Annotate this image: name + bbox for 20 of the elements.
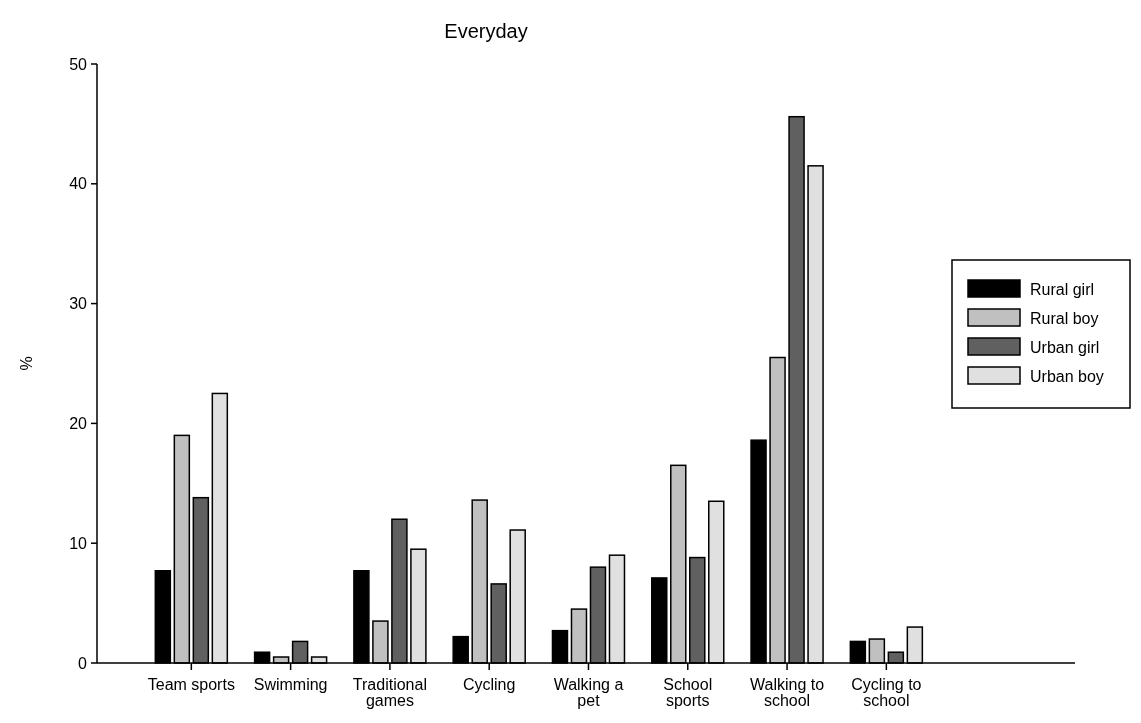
x-tick-label: Swimming <box>253 676 328 693</box>
legend-label: Rural boy <box>1030 309 1099 327</box>
x-tick-label: Team sports <box>147 676 235 693</box>
x-tick-label: Walking to school <box>750 676 825 709</box>
y-tick-label: 30 <box>69 295 88 313</box>
legend-label: Urban boy <box>1030 367 1104 385</box>
legend-label: Rural girl <box>1030 280 1095 298</box>
y-tick-label: 40 <box>69 175 88 193</box>
y-tick-label: 50 <box>69 55 88 73</box>
chart-title: Everyday <box>444 20 528 42</box>
y-tick-label: 0 <box>78 654 88 672</box>
y-tick-label: 10 <box>69 534 88 552</box>
x-tick-label: Cycling <box>462 676 516 693</box>
x-tick-label: School sports <box>663 676 713 709</box>
y-tick-label: 20 <box>69 415 88 432</box>
x-tick-label: Traditional games <box>352 676 427 709</box>
x-tick-label: Cycling to school <box>851 676 922 709</box>
legend-label: Urban girl <box>1030 338 1100 356</box>
y-axis-title: % <box>18 356 35 371</box>
x-tick-label: Walking a pet <box>553 676 624 709</box>
